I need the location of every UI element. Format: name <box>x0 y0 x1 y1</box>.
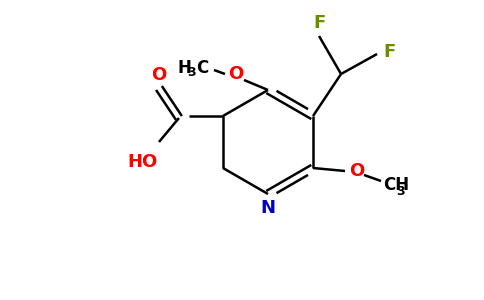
Text: N: N <box>260 199 275 217</box>
Text: O: O <box>349 162 364 180</box>
Text: H: H <box>177 59 191 77</box>
Text: O: O <box>151 66 166 84</box>
Text: 3: 3 <box>188 67 197 80</box>
Text: HO: HO <box>128 153 158 171</box>
Text: F: F <box>313 14 325 32</box>
Text: C: C <box>196 59 208 77</box>
Text: O: O <box>228 65 243 83</box>
Text: CH: CH <box>383 176 409 194</box>
Text: 3: 3 <box>396 184 404 197</box>
Text: F: F <box>383 43 395 61</box>
